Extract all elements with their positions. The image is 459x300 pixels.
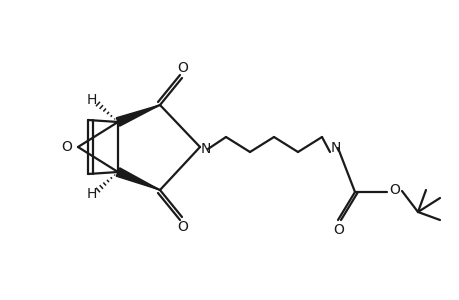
Polygon shape: [116, 105, 160, 126]
Polygon shape: [116, 168, 160, 190]
Text: N: N: [201, 142, 211, 156]
Text: H: H: [87, 187, 97, 201]
Text: O: O: [177, 220, 188, 234]
Text: O: O: [177, 61, 188, 75]
Text: N: N: [330, 141, 341, 155]
Text: O: O: [62, 140, 72, 154]
Text: O: O: [333, 223, 344, 237]
Text: H: H: [87, 93, 97, 107]
Text: O: O: [389, 183, 400, 197]
